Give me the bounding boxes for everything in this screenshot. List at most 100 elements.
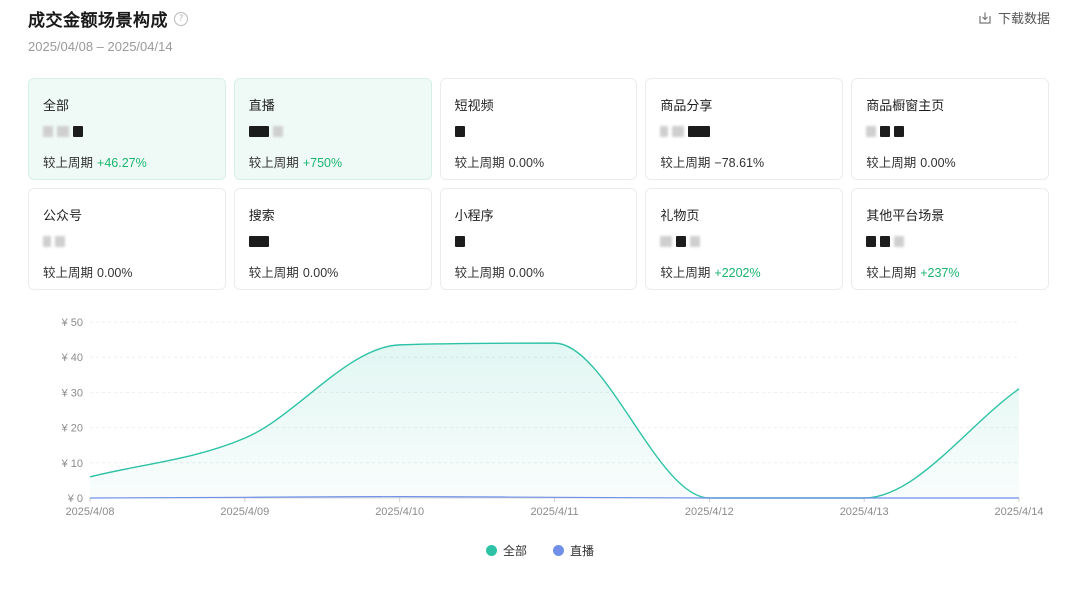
- masked-block: [248, 125, 269, 137]
- area-chart: ¥ 0 ¥ 10 ¥ 20 ¥ 30 ¥ 40 ¥ 50 2025/4/08 2025/4/0…: [61, 317, 1044, 518]
- masked-value: [454, 124, 623, 138]
- comparison-label: 较上周期: [454, 266, 505, 280]
- scene-card-grid: 全部 较上周期 +46.27% 直播 较上周期 +750% 短视频 较上周期 0.00% 商品分享…: [28, 78, 1049, 290]
- masked-value: [660, 234, 828, 248]
- x-tick-label: 2025/4/10: [375, 506, 424, 518]
- scene-card-label: 搜索: [248, 208, 275, 223]
- scene-card[interactable]: 商品橱窗主页较上周期 0.00%: [851, 78, 1049, 180]
- y-tick-label: ¥ 50: [61, 317, 83, 329]
- date-range: 2025/04/08 – 2025/04/14: [28, 39, 173, 54]
- change-value: 0.00%: [97, 266, 133, 280]
- scene-card-label: 商品橱窗主页: [866, 98, 945, 113]
- x-tick-label: 2025/4/12: [685, 506, 734, 518]
- x-tick-label: 2025/4/14: [995, 506, 1044, 518]
- legend-item[interactable]: 直播: [553, 542, 594, 559]
- comparison-label: 较上周期: [43, 266, 94, 280]
- masked-block: [43, 125, 53, 137]
- comparison-label: 较上周期: [248, 156, 299, 170]
- masked-block: [866, 125, 877, 137]
- x-tick-label: 2025/4/13: [840, 506, 889, 518]
- masked-value: [866, 234, 1034, 248]
- period-comparison: 较上周期 0.00%: [43, 262, 211, 281]
- scene-card[interactable]: 小程序 较上周期 0.00%: [439, 188, 638, 290]
- masked-block: [43, 235, 51, 247]
- masked-block: [55, 235, 65, 247]
- y-tick-label: ¥ 10: [61, 458, 83, 470]
- scene-card[interactable]: 商品分享较上周期 −78.61%: [645, 78, 844, 180]
- chart-area: ¥ 0 ¥ 10 ¥ 20 ¥ 30 ¥ 40 ¥ 50 2025/4/08 2025/4/0…: [0, 310, 1080, 588]
- legend-item[interactable]: 全部: [485, 542, 527, 559]
- page-title: 成交金额场景构成: [28, 11, 168, 30]
- scene-card[interactable]: 其他平台场景较上周期 +237%: [851, 188, 1049, 290]
- comparison-label: 较上周期: [43, 156, 94, 170]
- legend-dot-icon: [485, 545, 497, 556]
- change-value: 0.00%: [508, 266, 545, 280]
- comparison-label: 较上周期: [660, 156, 711, 170]
- comparison-label: 较上周期: [454, 156, 505, 170]
- scene-card[interactable]: 搜索较上周期 0.00%: [233, 188, 432, 290]
- period-comparison: 较上周期 +46.27%: [43, 152, 211, 171]
- comparison-label: 较上周期: [248, 266, 299, 280]
- scene-card[interactable]: 礼物页 较上周期 +2202%: [645, 188, 844, 290]
- period-comparison: 较上周期 −78.61%: [660, 152, 828, 171]
- y-tick-label: ¥ 0: [67, 493, 83, 505]
- masked-value: [248, 124, 417, 138]
- change-value: +750%: [302, 156, 343, 170]
- title-row: 成交金额场景构成 ?: [28, 6, 1052, 31]
- masked-block: [672, 125, 685, 137]
- series-area-fill: [90, 343, 1019, 498]
- change-value: 0.00%: [302, 266, 339, 280]
- chart-legend: 全部 直播: [0, 542, 1080, 559]
- scene-card-label: 公众号: [43, 208, 83, 223]
- masked-block: [454, 235, 465, 247]
- scene-card-label: 短视频: [454, 98, 494, 113]
- masked-value: [43, 234, 211, 248]
- y-tick-label: ¥ 40: [61, 352, 83, 364]
- legend-dot-icon: [553, 545, 564, 556]
- masked-block: [688, 125, 711, 137]
- scene-card[interactable]: 全部较上周期 +46.27%: [28, 78, 226, 180]
- masked-block: [880, 235, 891, 247]
- change-value: +2202%: [714, 266, 761, 280]
- series-line: [89, 495, 1019, 499]
- masked-value: [454, 234, 623, 248]
- scene-card-label: 商品分享: [660, 98, 713, 113]
- comparison-label: 较上周期: [866, 156, 917, 170]
- masked-block: [676, 235, 687, 247]
- comparison-label: 较上周期: [660, 266, 711, 280]
- period-comparison: 较上周期 0.00%: [455, 262, 623, 281]
- scene-card-label: 其他平台场景: [866, 208, 945, 223]
- y-tick-label: ¥ 20: [61, 423, 83, 435]
- help-icon[interactable]: ?: [174, 11, 188, 26]
- download-icon: [979, 12, 991, 24]
- scene-card[interactable]: 公众号较上周期 0.00%: [28, 188, 226, 290]
- period-comparison: 较上周期 0.00%: [866, 152, 1034, 171]
- masked-block: [660, 235, 673, 247]
- scene-card[interactable]: 直播 较上周期 +750%: [233, 78, 432, 180]
- masked-value: [43, 124, 211, 138]
- masked-block: [866, 235, 877, 247]
- masked-block: [880, 125, 891, 137]
- change-value: 0.00%: [508, 156, 545, 170]
- masked-block: [248, 235, 269, 247]
- masked-block: [272, 125, 283, 137]
- masked-block: [660, 125, 669, 137]
- scene-card-label: 全部: [43, 98, 70, 113]
- masked-block: [690, 235, 701, 247]
- legend-label: 全部: [502, 544, 527, 558]
- download-button[interactable]: 下载数据: [978, 8, 1050, 27]
- masked-block: [454, 125, 465, 137]
- x-tick-label: 2025/4/09: [220, 506, 269, 518]
- period-comparison: 较上周期 +237%: [866, 262, 1034, 281]
- masked-value: [248, 234, 417, 248]
- masked-block: [894, 235, 905, 247]
- change-value: −78.61%: [714, 156, 765, 170]
- download-label: 下载数据: [997, 11, 1050, 26]
- masked-value: [866, 124, 1034, 138]
- masked-block: [894, 125, 905, 137]
- comparison-label: 较上周期: [866, 266, 917, 280]
- scene-card[interactable]: 短视频较上周期 0.00%: [439, 78, 638, 180]
- legend-label: 直播: [570, 544, 595, 558]
- period-comparison: 较上周期 0.00%: [249, 262, 417, 281]
